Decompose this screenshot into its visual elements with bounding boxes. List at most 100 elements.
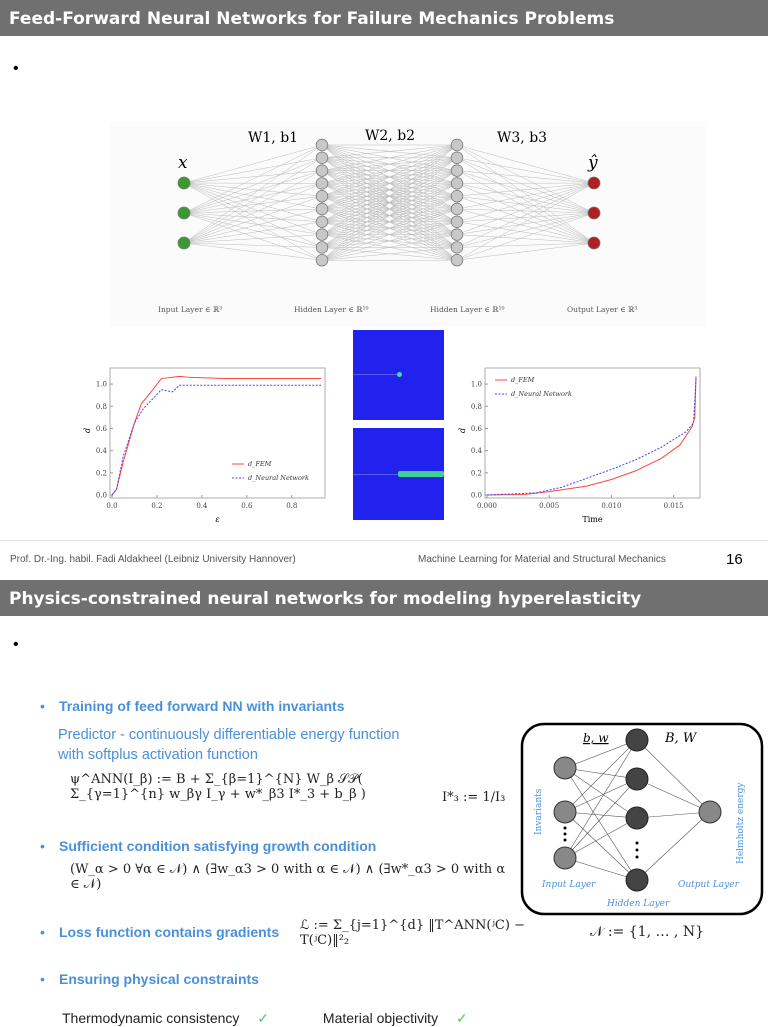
x-tick-label: 0.0 [106, 502, 117, 510]
input-symbol: x [178, 153, 188, 173]
x-tick-label: 0.4 [196, 502, 208, 510]
item-training: Training of feed forward NN with invaria… [59, 698, 344, 714]
input-node [554, 757, 576, 779]
x-tick-label: 0.000 [477, 502, 497, 510]
y-tick-label: 0.6 [471, 425, 483, 433]
neuron-node [316, 165, 328, 177]
neuron-node [316, 216, 328, 228]
output-node [699, 801, 721, 823]
hidden-layer-label: Hidden Layer [606, 899, 670, 909]
y-tick-label: 0.4 [96, 447, 108, 455]
ellipsis-dot [564, 839, 567, 842]
x-tick-label: 0.010 [601, 502, 621, 510]
neuron-node [451, 139, 463, 151]
neuron-node [451, 242, 463, 254]
x-tick-label: 0.015 [664, 502, 684, 510]
slide-title: Physics-constrained neural networks for … [0, 580, 768, 616]
neuron-node [451, 152, 463, 164]
neuron-node [451, 178, 463, 190]
ellipsis-dot [636, 856, 639, 859]
item-loss-function: Loss function contains gradients [59, 924, 279, 940]
hidden-node [626, 869, 648, 891]
y-tick-label: 0.4 [471, 447, 483, 455]
legend-label: d_FEM [248, 460, 272, 468]
ellipsis-dot [564, 833, 567, 836]
output-layer-label: Output Layer [678, 880, 740, 890]
neuron-node [316, 229, 328, 241]
y-tick-label: 0.8 [471, 403, 482, 411]
neuron-node [451, 190, 463, 202]
input-node [554, 847, 576, 869]
ellipsis-dot [564, 827, 567, 830]
footer-course: Machine Learning for Material and Struct… [418, 554, 666, 565]
ellipsis-dot [636, 849, 639, 852]
layer-label: Hidden Layer ∈ ℝ¹⁰ [430, 305, 504, 314]
y-tick-label: 0.2 [471, 469, 482, 477]
hidden-node [626, 807, 648, 829]
y-tick-label: 0.0 [471, 492, 482, 500]
y-axis-label: d [83, 428, 92, 433]
y-tick-label: 0.2 [96, 469, 107, 477]
footer-author: Prof. Dr.-Ing. habil. Fadi Aldakheel (Le… [10, 554, 296, 565]
layer-label: Hidden Layer ∈ ℝ¹⁰ [294, 305, 368, 314]
x-tick-label: 0.005 [539, 502, 559, 510]
BW-label: B, W [664, 731, 698, 746]
legend-label: d_Neural Network [248, 474, 309, 482]
constraints-row: Thermodynamic consistency ✓ Material obj… [62, 1010, 468, 1027]
x-tick-label: 0.2 [151, 502, 162, 510]
y-tick-label: 0.8 [96, 403, 107, 411]
neuron-node [316, 139, 328, 151]
neuron-node [451, 203, 463, 215]
y-tick-label: 1.0 [471, 381, 482, 389]
predictor-text: Predictor - continuously differentiable … [58, 725, 400, 765]
weight-label: W2, b2 [365, 128, 415, 144]
neuron-node [588, 237, 600, 249]
i3-definition: I*₃ := 1/I₃ [442, 790, 505, 805]
item-growth-condition: Sufficient condition satisfying growth c… [59, 838, 376, 854]
item-physical-constraints: Ensuring physical constraints [59, 971, 259, 987]
weight-label: W3, b3 [497, 130, 547, 146]
bw-label: b, w [583, 731, 609, 745]
energy-equation: ψ^ANN(I_β) := B + Σ_{β=1}^{N} W_β 𝒮𝒫( Σ_… [70, 772, 435, 802]
slide-title: Feed-Forward Neural Networks for Failure… [0, 0, 768, 36]
legend-label: d_FEM [511, 376, 535, 384]
neuron-node [316, 152, 328, 164]
neuron-node [178, 177, 190, 189]
x-tick-label: 0.8 [286, 502, 297, 510]
loss-equation: ℒ := Σ_{j=1}^{d} ‖T^ANN(ʲC) − T(ʲC)‖²₂ [300, 918, 578, 948]
neuron-node [588, 177, 600, 189]
index-set: 𝒩 := {1, … , N} [590, 924, 704, 940]
footer: Prof. Dr.-Ing. habil. Fadi Aldakheel (Le… [0, 540, 768, 576]
damage-field-image-cracked [353, 428, 444, 520]
neuron-node [451, 216, 463, 228]
y-tick-label: 0.6 [96, 425, 108, 433]
neuron-node [451, 165, 463, 177]
neuron-node [316, 242, 328, 254]
y-axis-label: d [458, 428, 467, 433]
y-tick-label: 1.0 [96, 381, 107, 389]
input-layer-label: Input Layer [541, 880, 596, 890]
weight-label: W1, b1 [248, 130, 298, 146]
legend-label: d_Neural Network [511, 390, 572, 398]
helmholtz-label: Helmholtz energy [736, 782, 746, 864]
predictor-line: Predictor - continuously differentiable … [58, 725, 400, 745]
page-number: 16 [726, 551, 743, 568]
ellipsis-dot [636, 842, 639, 845]
y-tick-label: 0.0 [96, 492, 107, 500]
input-node [554, 801, 576, 823]
damage-strain-plot: 0.0 0.2 0.4 0.6 0.8 0.0 0.2 0.4 0.6 0.8 1.0 ε d d_FEM… [80, 360, 330, 530]
x-axis-label: ε [215, 515, 219, 524]
hyperelastic-network-diagram: b, w B, W Input Layer Output Layer Hidde… [520, 722, 766, 918]
neuron-node [451, 254, 463, 266]
damage-field-image-initial [353, 330, 444, 420]
hidden-node [626, 768, 648, 790]
bullet: • [13, 60, 19, 78]
neuron-node [178, 207, 190, 219]
bullet: • [13, 636, 19, 654]
x-tick-label: 0.6 [241, 502, 253, 510]
growth-equation: (W_α > 0 ∀α ∈ 𝒩) ∧ (∃w_α3 > 0 with α ∈ 𝒩… [70, 862, 510, 892]
neuron-node [588, 207, 600, 219]
neuron-node [316, 203, 328, 215]
invariants-label: Invariants [534, 788, 544, 835]
